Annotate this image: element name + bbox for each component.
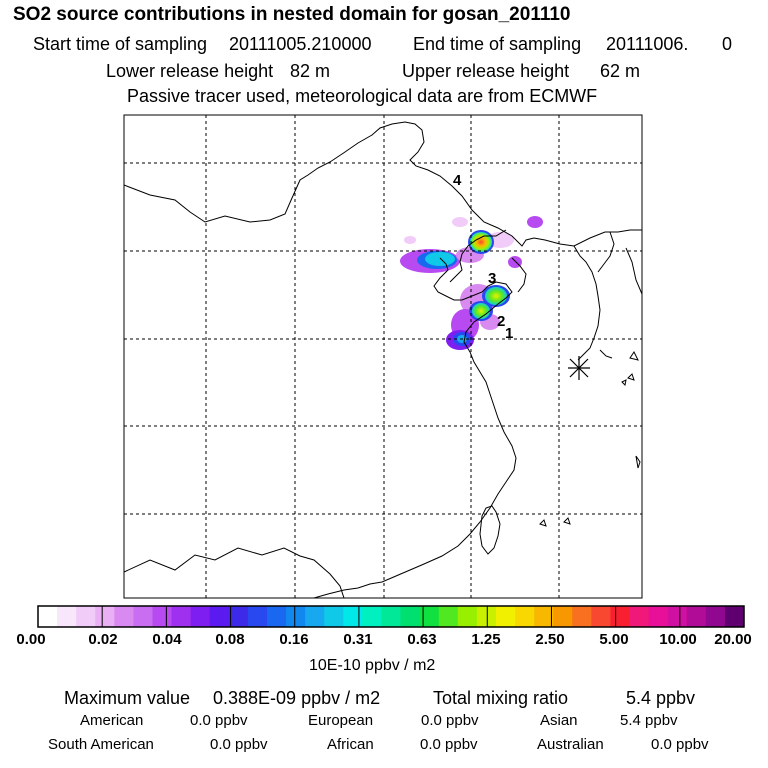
colorbar-swatch <box>57 606 77 627</box>
source-marker-4: 4 <box>453 172 462 189</box>
end-time-label: End time of sampling <box>413 34 582 54</box>
colorbar-swatch <box>266 606 287 627</box>
colorbar-swatch <box>629 606 650 627</box>
colorbar-swatch <box>648 606 669 627</box>
colorbar-swatch <box>419 606 440 627</box>
colorbar-tick: 0.00 <box>16 631 46 648</box>
lower-release-value: 82 m <box>290 61 331 81</box>
upper-release-value: 62 m <box>600 61 641 81</box>
colorbar-swatch <box>572 606 592 627</box>
colorbar-swatch <box>705 606 726 627</box>
total-mixing-value: 5.4 ppbv <box>626 688 696 708</box>
tracer-note: Passive tracer used, meteorological data… <box>127 86 598 106</box>
lower-release-label: Lower release height <box>106 61 274 81</box>
region-name-south-american: South American <box>48 736 154 753</box>
colorbar-tick: 2.50 <box>535 631 565 648</box>
max-value: 0.388E-09 ppbv / m2 <box>213 688 381 708</box>
colorbar-tick: 0.04 <box>152 631 182 648</box>
colorbar-swatch <box>724 606 745 627</box>
colorbar-swatch <box>324 606 344 627</box>
colorbar-swatch <box>553 606 573 627</box>
max-value-label: Maximum value <box>64 688 191 708</box>
colorbar-swatch <box>286 606 306 627</box>
region-value-south-american: 0.0 ppbv <box>210 736 268 753</box>
upper-release-label: Upper release height <box>402 61 570 81</box>
colorbar-swatch <box>38 606 58 627</box>
region-name-australian: Australian <box>537 736 604 753</box>
colorbar-tick: 0.31 <box>343 631 373 648</box>
colorbar-swatch <box>362 606 382 627</box>
start-time-label: Start time of sampling <box>33 34 208 54</box>
colorbar-swatch <box>171 606 192 627</box>
end-time-value: 20111006. <box>606 34 689 54</box>
colorbar-tick: 0.02 <box>88 631 118 648</box>
colorbar-tick: 0.16 <box>279 631 309 648</box>
colorbar-swatch <box>686 606 707 627</box>
colorbar-tick: 20.00 <box>714 631 752 648</box>
colorbar-swatch <box>343 606 363 627</box>
lat-lon-grid <box>124 115 642 598</box>
colorbar-swatch <box>591 606 611 627</box>
region-value-african: 0.0 ppbv <box>420 736 478 753</box>
colorbar-swatch <box>133 606 153 627</box>
map-area <box>124 115 642 598</box>
colorbar-tick: 10.00 <box>659 631 697 648</box>
receptor-star-icon <box>568 356 590 380</box>
colorbar-swatch <box>495 606 516 627</box>
region-name-european: European <box>308 712 374 729</box>
colorbar-swatch <box>209 606 230 627</box>
region-value-american: 0.0 ppbv <box>190 712 248 729</box>
colorbar-swatch <box>305 606 325 627</box>
total-mixing-label: Total mixing ratio <box>433 688 569 708</box>
coastlines <box>124 121 642 598</box>
end-time-suffix: 0 <box>722 34 733 54</box>
start-time-value: 20111005.210000 <box>229 34 372 54</box>
colorbar-swatch <box>381 606 402 627</box>
colorbar <box>37 605 745 628</box>
colorbar-tick: 0.08 <box>215 631 245 648</box>
colorbar-swatch <box>400 606 421 627</box>
colorbar-swatch <box>534 606 554 627</box>
colorbar-swatch <box>76 606 96 627</box>
region-name-american: American <box>80 712 144 729</box>
region-name-african: African <box>327 736 374 753</box>
map-frame <box>123 114 643 599</box>
colorbar-swatch <box>247 606 268 627</box>
colorbar-tick: 5.00 <box>599 631 629 648</box>
page-title: SO2 source contributions in nested domai… <box>13 4 571 25</box>
colorbar-swatch <box>95 606 115 627</box>
source-marker-1: 1 <box>505 325 514 342</box>
colorbar-tick: 1.25 <box>471 631 501 648</box>
region-value-australian: 0.0 ppbv <box>651 736 709 753</box>
colorbar-swatch <box>515 606 535 627</box>
colorbar-swatch <box>228 606 249 627</box>
region-name-asian: Asian <box>540 712 578 729</box>
colorbar-tick: 0.63 <box>407 631 437 648</box>
source-marker-3: 3 <box>488 270 497 287</box>
colorbar-swatch <box>152 606 173 627</box>
colorbar-unit: 10E-10 ppbv / m2 <box>309 657 436 674</box>
region-value-asian: 5.4 ppbv <box>620 712 678 729</box>
colorbar-swatch <box>114 606 134 627</box>
colorbar-swatch <box>457 606 478 627</box>
colorbar-swatch <box>476 606 497 627</box>
colorbar-swatch <box>667 606 688 627</box>
colorbar-frame <box>37 605 745 628</box>
colorbar-swatch <box>190 606 211 627</box>
colorbar-swatch <box>438 606 459 627</box>
colorbar-swatch <box>610 606 631 627</box>
region-value-european: 0.0 ppbv <box>421 712 479 729</box>
source-marker-2: 2 <box>497 313 506 330</box>
